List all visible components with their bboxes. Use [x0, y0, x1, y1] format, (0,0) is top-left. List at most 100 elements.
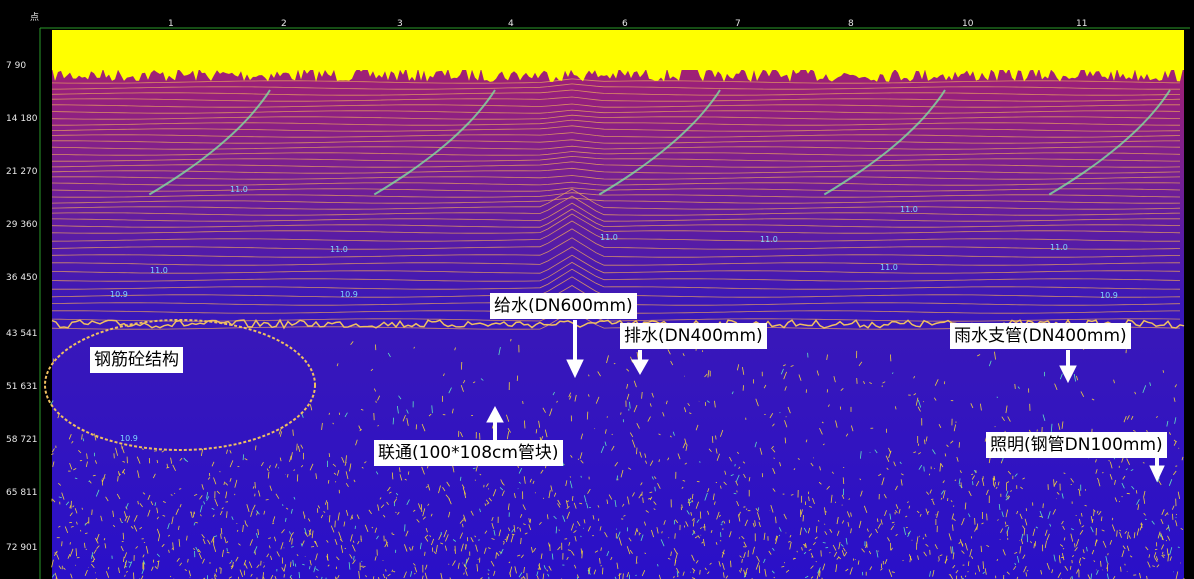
noise-stroke — [329, 413, 330, 415]
noise-stroke — [995, 426, 996, 427]
contour-label: 10.9 — [340, 290, 358, 299]
contour-label: 11.0 — [880, 263, 898, 272]
noise-stroke — [220, 471, 221, 472]
noise-stroke — [1122, 496, 1123, 497]
noise-stroke — [1027, 571, 1028, 572]
noise-stroke — [283, 504, 284, 506]
noise-stroke — [700, 570, 701, 575]
radargram: 点 7 9014 18021 27029 36036 45043 54151 6… — [0, 0, 1194, 579]
noise-stroke — [1043, 503, 1044, 508]
contour-label: 11.0 — [230, 185, 248, 194]
noise-stroke — [820, 571, 821, 577]
noise-stroke — [503, 541, 504, 542]
top-axis-label: 11 — [1076, 19, 1087, 29]
noise-stroke — [906, 527, 908, 528]
noise-stroke — [523, 401, 524, 404]
noise-stroke — [735, 464, 736, 466]
left-axis-label: 65 811 — [6, 488, 38, 498]
noise-stroke — [987, 514, 988, 521]
noise-stroke — [929, 474, 930, 476]
noise-stroke — [694, 571, 695, 574]
noise-stroke — [938, 561, 939, 562]
top-axis-label: 2 — [281, 19, 287, 29]
top-axis-label: 3 — [397, 19, 403, 29]
top-axis-title: 点 — [30, 12, 39, 23]
annotation-label: 给水(DN600mm) — [490, 293, 637, 319]
noise-stroke — [823, 543, 826, 544]
top-axis-label: 8 — [848, 19, 854, 29]
noise-stroke — [1166, 540, 1167, 541]
left-axis-label: 51 631 — [6, 382, 38, 392]
surface-band — [52, 30, 1184, 70]
contour-label: 11.0 — [1050, 243, 1068, 252]
noise-stroke — [797, 551, 798, 552]
noise-stroke — [1119, 501, 1120, 502]
left-axis-label: 43 541 — [6, 329, 38, 339]
contour-label: 11.0 — [330, 245, 348, 254]
noise-stroke — [739, 537, 740, 538]
noise-stroke — [266, 500, 269, 501]
noise-stroke — [924, 467, 925, 472]
noise-stroke — [376, 401, 377, 403]
contour-label: 11.0 — [600, 233, 618, 242]
noise-stroke — [297, 474, 298, 481]
noise-stroke — [278, 467, 279, 468]
noise-stroke — [310, 566, 311, 569]
noise-stroke — [731, 561, 732, 568]
noise-stroke — [421, 504, 422, 512]
noise-stroke — [855, 559, 856, 560]
noise-stroke — [968, 571, 969, 572]
left-axis-label: 29 360 — [6, 220, 38, 230]
noise-stroke — [414, 574, 415, 575]
noise-stroke — [517, 376, 518, 381]
noise-stroke — [454, 550, 455, 551]
noise-stroke — [335, 481, 336, 482]
left-axis-label: 7 90 — [6, 61, 26, 71]
noise-stroke — [1015, 384, 1016, 389]
noise-stroke — [589, 375, 590, 377]
noise-stroke — [227, 548, 228, 551]
noise-stroke — [1060, 562, 1061, 563]
noise-stroke — [122, 541, 124, 542]
noise-stroke — [295, 564, 296, 567]
noise-stroke — [965, 576, 966, 578]
noise-stroke — [255, 482, 256, 488]
left-axis-label: 58 721 — [6, 435, 38, 445]
noise-stroke — [621, 412, 622, 414]
noise-stroke — [82, 508, 83, 510]
noise-stroke — [297, 444, 298, 451]
top-axis-label: 10 — [962, 19, 974, 29]
noise-stroke — [614, 363, 615, 364]
left-axis-label: 21 270 — [6, 167, 38, 177]
contour-label: 10.9 — [120, 434, 138, 443]
top-axis-label: 1 — [168, 19, 174, 29]
top-axis-label: 4 — [508, 19, 514, 29]
noise-stroke — [637, 448, 638, 455]
noise-stroke — [890, 355, 891, 362]
annotation-label: 雨水支管(DN400mm) — [950, 323, 1131, 349]
noise-stroke — [386, 569, 387, 571]
noise-stroke — [70, 542, 71, 544]
noise-stroke — [92, 510, 93, 515]
noise-stroke — [1127, 493, 1130, 494]
annotation-label: 联通(100*108cm管块) — [374, 440, 563, 466]
left-axis-label: 72 901 — [6, 543, 38, 553]
noise-stroke — [511, 339, 512, 341]
noise-stroke — [759, 565, 760, 573]
noise-stroke — [612, 434, 613, 435]
noise-stroke — [1094, 511, 1095, 516]
noise-stroke — [774, 577, 775, 578]
noise-stroke — [699, 462, 701, 463]
noise-stroke — [1108, 553, 1109, 555]
contour-label: 11.0 — [150, 266, 168, 275]
noise-stroke — [170, 576, 171, 577]
noise-stroke — [1080, 564, 1081, 566]
noise-stroke — [953, 547, 954, 554]
noise-stroke — [157, 561, 159, 562]
annotation-label: 排水(DN400mm) — [620, 323, 767, 349]
top-axis-label: 6 — [622, 19, 628, 29]
noise-stroke — [1063, 549, 1064, 550]
noise-stroke — [675, 533, 676, 538]
noise-stroke — [1071, 484, 1072, 485]
left-axis-label: 14 180 — [6, 114, 38, 124]
